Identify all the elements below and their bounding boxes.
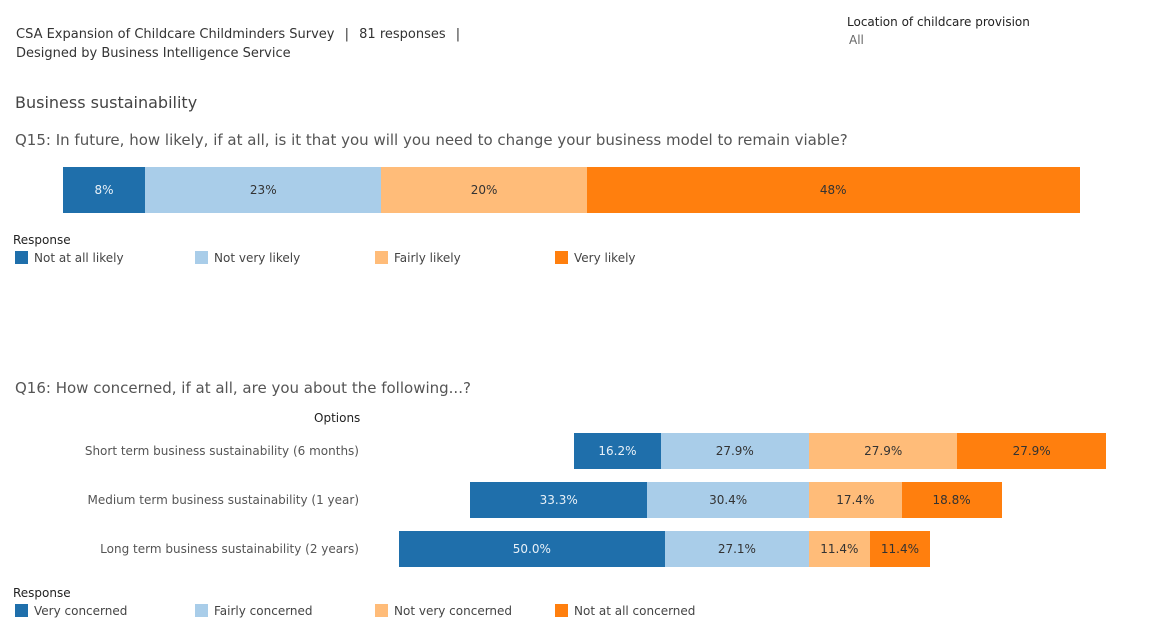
legend-swatch (195, 251, 208, 264)
filter-dropdown[interactable]: All (849, 33, 864, 47)
q16-bar-fairly-concerned[interactable]: 30.4% (647, 482, 809, 518)
q16-bar-label: 18.8% (932, 493, 971, 507)
q16-row-label: Short term business sustainability (6 mo… (84, 444, 359, 458)
legend-swatch (375, 604, 388, 617)
legend-label: Not very concerned (394, 604, 513, 618)
q15-bar-not-at-all-likely[interactable]: 8% (63, 167, 146, 213)
q15-bar-label: 48% (819, 183, 847, 197)
q16-bar-label: 17.4% (836, 493, 875, 507)
q16-legend-item-not-at-all-concerned[interactable]: Not at all concerned (555, 604, 695, 618)
q16-bar-label: 16.2% (598, 444, 637, 458)
survey-title-line: CSA Expansion of Childcare Childminders … (16, 27, 460, 42)
q16-row-header: Options (314, 411, 361, 425)
q15-title: Q15: In future, how likely, if at all, i… (15, 131, 848, 149)
q16-bar-label: 27.9% (1012, 444, 1051, 458)
q16-legend-item-not-very-concerned[interactable]: Not very concerned (375, 604, 512, 618)
q16-bar-very-concerned[interactable]: 16.2% (574, 433, 661, 469)
legend-swatch (555, 251, 568, 264)
q16-bar-fairly-concerned[interactable]: 27.1% (664, 531, 809, 567)
q16-bar-label: 27.9% (715, 444, 754, 458)
legend-label: Very concerned (34, 604, 128, 618)
header-separator-2: | (455, 27, 461, 42)
q16-legend-title: Response (13, 586, 71, 600)
legend-swatch (555, 604, 568, 617)
q16-bar-label: 27.1% (717, 542, 756, 556)
q15-legend-item-very-likely[interactable]: Very likely (555, 251, 636, 265)
q16-row-label: Long term business sustainability (2 yea… (100, 542, 359, 556)
q16-bar-fairly-concerned[interactable]: 27.9% (660, 433, 809, 469)
filter-label: Location of childcare provision (847, 15, 1030, 29)
q16-legend-item-fairly-concerned[interactable]: Fairly concerned (195, 604, 313, 618)
q16-bar-label: 27.9% (864, 444, 903, 458)
q16-bar-not-very-concerned[interactable]: 27.9% (809, 433, 958, 469)
q15-bar-fairly-likely[interactable]: 20% (381, 167, 587, 213)
q15-bar-label: 23% (249, 183, 277, 197)
q16-bar-label: 11.4% (880, 542, 920, 556)
legend-swatch (375, 251, 388, 264)
section-title: Business sustainability (15, 93, 198, 112)
q16-bar-label: 11.4% (820, 542, 859, 556)
q15-legend-item-fairly-likely[interactable]: Fairly likely (375, 251, 461, 265)
legend-label: Fairly concerned (214, 604, 313, 618)
legend-label: Not at all likely (34, 251, 124, 265)
q16-title: Q16: How concerned, if at all, are you a… (15, 379, 471, 397)
q16-bar-very-concerned[interactable]: 50.0% (398, 531, 665, 567)
legend-swatch (195, 604, 208, 617)
header-separator: | (344, 27, 349, 42)
q16-bar-label: 50.0% (512, 542, 551, 556)
q16-bar-label: 30.4% (709, 493, 748, 507)
response-count: 81 responses (359, 27, 446, 42)
legend-label: Not at all concerned (574, 604, 696, 618)
q16-bar-not-very-concerned[interactable]: 17.4% (809, 482, 902, 518)
q16-legend-item-very-concerned[interactable]: Very concerned (15, 604, 127, 618)
q16-bar-not-at-all-concerned[interactable]: 27.9% (957, 433, 1106, 469)
q16-bar-very-concerned[interactable]: 33.3% (470, 482, 648, 518)
q15-legend-title: Response (13, 233, 71, 247)
legend-label: Fairly likely (394, 251, 461, 265)
q16-bar-label: 33.3% (539, 493, 578, 507)
legend-label: Very likely (574, 251, 636, 265)
q15-legend-item-not-at-all-likely[interactable]: Not at all likely (15, 251, 124, 265)
legend-swatch (15, 604, 28, 617)
legend-label: Not very likely (214, 251, 301, 265)
legend-swatch (15, 251, 28, 264)
q15-bar-very-likely[interactable]: 48% (586, 167, 1080, 213)
q16-bar-not-at-all-concerned[interactable]: 11.4% (869, 531, 931, 567)
q16-row-label: Medium term business sustainability (1 y… (87, 493, 359, 507)
q15-bar-not-very-likely[interactable]: 23% (145, 167, 382, 213)
q16-bar-not-very-concerned[interactable]: 11.4% (809, 531, 870, 567)
q15-bar-label: 8% (94, 183, 114, 197)
survey-title: CSA Expansion of Childcare Childminders … (16, 27, 335, 42)
q15-bar-label: 20% (470, 183, 498, 197)
q15-legend-item-not-very-likely[interactable]: Not very likely (195, 251, 300, 265)
q16-bar-not-at-all-concerned[interactable]: 18.8% (901, 482, 1002, 518)
designed-by: Designed by Business Intelligence Servic… (16, 46, 291, 61)
